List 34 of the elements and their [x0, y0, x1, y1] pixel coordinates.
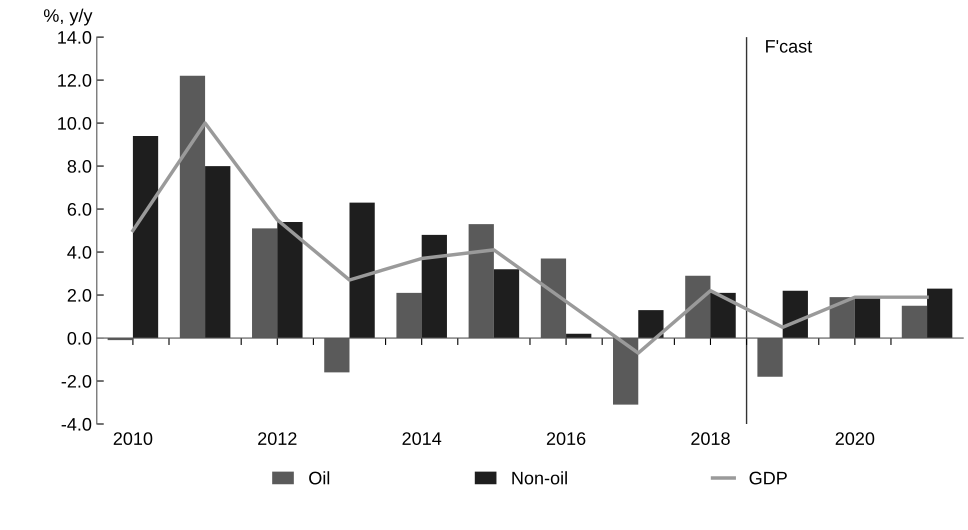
bar: [277, 222, 303, 338]
bar: [205, 166, 230, 338]
bar: [782, 290, 808, 338]
y-tick-label: 2.0: [68, 288, 92, 302]
bar: [927, 288, 952, 338]
bar: [710, 292, 736, 338]
bar: [349, 202, 375, 338]
bar: [638, 310, 664, 338]
y-tick-label: 4.0: [67, 246, 92, 259]
legend-label: Oil: [309, 471, 330, 484]
bar: [494, 269, 520, 338]
y-tick-label: -2.0: [62, 374, 92, 388]
y-tick-label: 14.0: [58, 31, 92, 44]
x-tick-label: 2020: [836, 432, 874, 445]
x-tick-label: 2010: [114, 432, 152, 445]
y-tick-label: 6.0: [68, 202, 92, 216]
y-axis-title: %, y/y: [44, 8, 92, 26]
bar: [132, 136, 158, 338]
y-tick-label: 12.0: [58, 74, 92, 87]
bar: [566, 334, 592, 338]
y-tick-label: 10.0: [58, 117, 92, 130]
y-tick-label: 0.0: [68, 332, 92, 345]
y-tick-label: -4.0: [62, 418, 92, 431]
legend-label: GDP: [750, 472, 787, 484]
line-series: [131, 121, 929, 355]
x-tick-label: 2014: [402, 432, 442, 445]
x-tick-label: 2016: [546, 432, 586, 445]
bar: [422, 234, 447, 338]
ref-line-label: F'cast: [766, 40, 812, 53]
y-tick-label: 8.0: [68, 160, 92, 173]
x-tick-label: 2012: [258, 432, 296, 445]
x-tick-label: 2018: [691, 432, 730, 445]
legend-label: Non-oil: [512, 471, 567, 484]
bar: [854, 297, 880, 338]
